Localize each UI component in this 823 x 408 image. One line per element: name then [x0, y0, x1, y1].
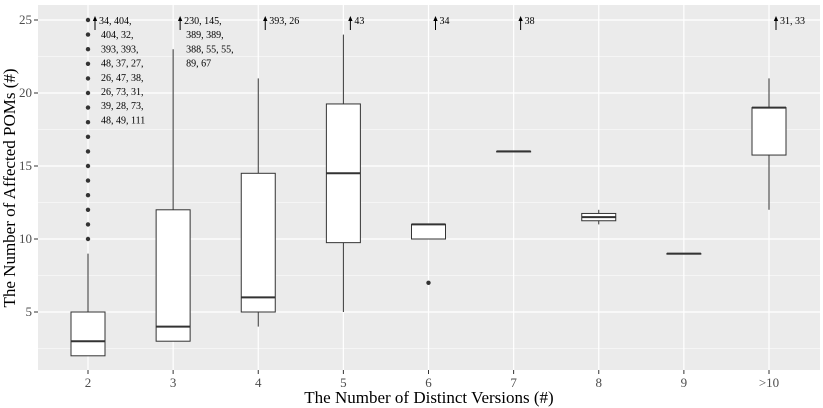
arrow-head: [92, 16, 98, 21]
annotation-text-line: 26, 47, 38,: [101, 73, 144, 84]
arrow-head: [773, 16, 779, 21]
annotation-text-line: 89, 67: [186, 59, 211, 70]
arrow-head: [348, 16, 353, 21]
annotation-text-line: 31, 33: [780, 16, 805, 27]
x-tick-label: 3: [170, 375, 177, 390]
annotation-text-line: 38: [525, 16, 535, 27]
outlier-point: [85, 105, 91, 110]
outlier-point: [85, 90, 91, 96]
x-tick-label: 6: [425, 375, 432, 390]
off-scale-annotation: 43: [348, 16, 364, 30]
annotation-text-line: 48, 37, 27,: [101, 59, 144, 70]
arrow-head: [263, 16, 268, 21]
arrow-head: [177, 16, 183, 21]
box-group: [496, 150, 532, 153]
annotation-text-line: 388, 55, 55,: [186, 44, 234, 55]
annotation-text-line: 34: [440, 16, 450, 27]
box-group: [666, 252, 702, 255]
outlier-point: [426, 280, 431, 285]
x-axis-title: The Number of Distinct Versions (#): [304, 388, 553, 407]
annotation-text-line: 404, 32,: [101, 30, 134, 41]
outlier-point: [85, 163, 91, 169]
x-tick-label: 2: [85, 375, 92, 390]
off-scale-annotation: 34: [433, 16, 450, 30]
outlier-point: [85, 149, 91, 154]
box: [411, 223, 446, 240]
box: [70, 311, 106, 357]
outlier-point: [85, 222, 91, 227]
y-tick-label: 20: [19, 85, 32, 100]
arrow-head: [433, 16, 438, 21]
annotation-text-line: 389, 389,: [186, 30, 224, 41]
box-group: [240, 78, 276, 327]
annotation-text-line: 48, 49, 111: [101, 115, 145, 126]
annotations-layer: 34, 404, 404, 32, 393, 393, 48, 37, 27, 26, …: [92, 16, 805, 126]
box-group: [751, 78, 787, 210]
y-axis: 5 10 15 20 25: [19, 12, 38, 319]
x-tick-label: 5: [340, 375, 347, 390]
x-tick-label: 8: [596, 375, 603, 390]
x-tick-label: 9: [681, 375, 688, 390]
y-tick-label: 10: [19, 231, 32, 246]
box-group: [70, 17, 106, 357]
y-tick-label: 15: [19, 158, 32, 173]
off-scale-annotation: 34, 404, 404, 32, 393, 393, 48, 37, 27, 26, …: [92, 16, 145, 126]
outlier-point: [85, 193, 91, 198]
box-group: [325, 34, 361, 312]
x-tick-label: 7: [510, 375, 517, 390]
outlier-point: [85, 47, 91, 52]
arrow-head: [518, 16, 523, 21]
x-tick-label: 4: [255, 375, 262, 390]
box-group: [155, 49, 191, 342]
off-scale-annotation: 31, 33: [773, 16, 805, 30]
outlier-point: [85, 178, 91, 183]
off-scale-annotation: 230, 145, 389, 389, 388, 55, 55, 89, 67: [177, 16, 234, 70]
outlier-point: [85, 32, 91, 37]
outlier-point: [85, 236, 91, 242]
annotation-text-line: 34, 404,: [99, 16, 132, 27]
y-tick-label: 5: [26, 304, 33, 319]
box: [155, 209, 191, 342]
annotation-text-line: 230, 145,: [184, 16, 222, 27]
outlier-point: [85, 76, 91, 81]
x-tick-label: >10: [759, 375, 779, 390]
x-axis: 2 3 4 5 6 7 8 9 >10: [85, 370, 779, 390]
outlier-point: [85, 61, 91, 66]
annotation-text-line: 43: [354, 16, 364, 27]
outlier-point: [85, 207, 91, 212]
box-group: [411, 223, 446, 285]
box: [751, 107, 787, 156]
annotation-text-line: 39, 28, 73,: [101, 101, 144, 112]
annotation-text-line: 393, 393,: [101, 44, 139, 55]
box: [240, 172, 276, 313]
annotation-text-line: 26, 73, 31,: [101, 87, 144, 98]
outlier-point: [85, 120, 91, 125]
outlier-point: [85, 17, 91, 23]
y-axis-title: The Number of Affected POMs (#): [0, 68, 19, 307]
off-scale-annotation: 38: [518, 16, 535, 30]
box-group: [581, 209, 617, 225]
y-tick-label: 25: [19, 12, 32, 27]
boxes-layer: [70, 17, 787, 357]
off-scale-annotation: 393, 26: [263, 16, 299, 30]
annotation-text-line: 393, 26: [269, 16, 299, 27]
outlier-point: [85, 134, 91, 139]
